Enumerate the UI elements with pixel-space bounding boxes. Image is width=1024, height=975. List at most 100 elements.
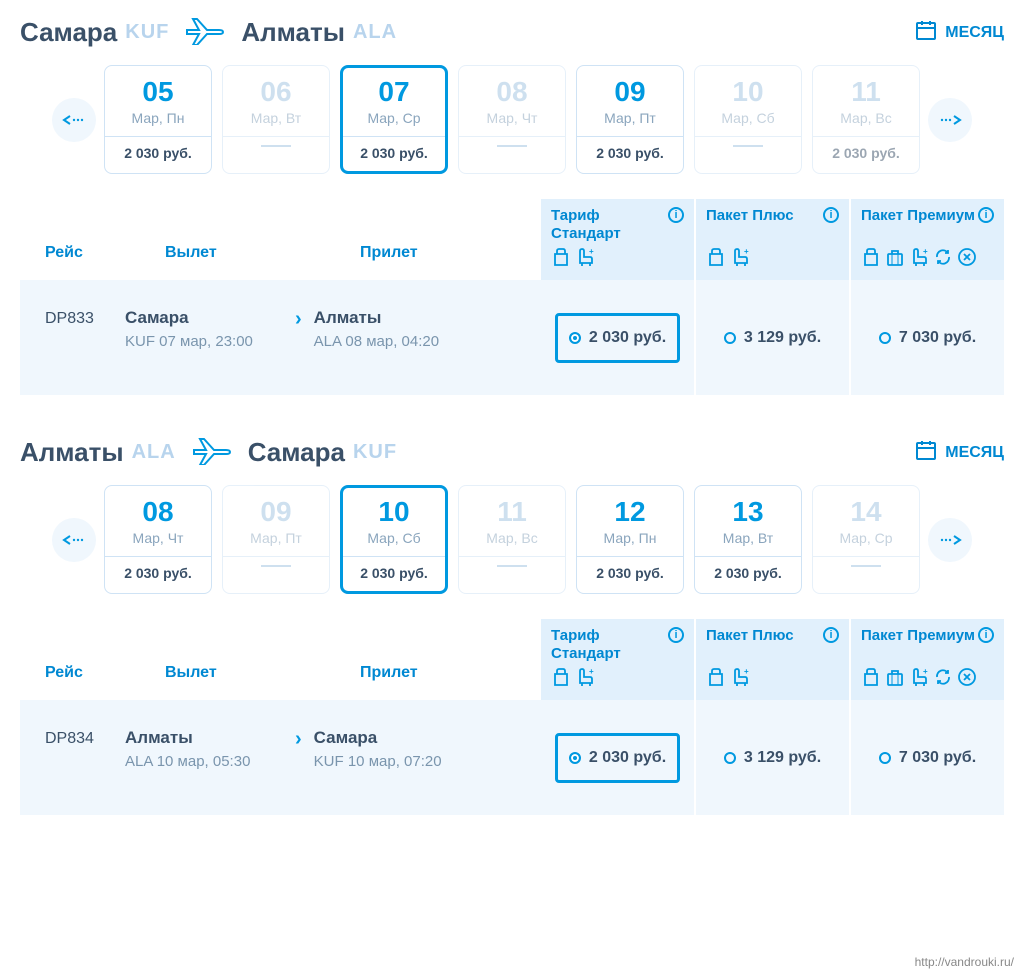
radio-icon [879, 752, 891, 764]
date-price: 2 030 руб. [821, 145, 911, 161]
tariff-title: Пакет Премиум [861, 207, 975, 225]
price-option[interactable]: 7 030 руб. [865, 733, 990, 783]
tariff-title: Пакет Плюс [706, 627, 794, 645]
radio-icon [724, 332, 736, 344]
to-code: ALA [353, 21, 397, 44]
date-card[interactable]: 13 Мар, Вт 2 030 руб. [694, 485, 802, 594]
date-sub: Мар, Пн [585, 530, 675, 546]
bag-icon [551, 667, 571, 692]
route-header: АлматыALAСамараKUFМЕСЯЦ [20, 435, 1004, 470]
results-header: РейсВылетПрилетТариф Стандартi+Пакет Плю… [20, 199, 1004, 280]
info-icon[interactable]: i [668, 207, 684, 223]
tariff-header: Тариф Стандартi+ [541, 199, 696, 280]
tariff-header: Тариф Стандартi + [541, 619, 696, 700]
flight-code: DP833 [45, 308, 125, 367]
seat-icon: + [575, 667, 595, 692]
price-value: 7 030 руб. [899, 329, 976, 347]
price-option[interactable]: 2 030 руб. [555, 313, 680, 363]
flight-segment: АлматыALAСамараKUFМЕСЯЦ 08Мар, Чт2 030 ру… [0, 420, 1024, 840]
dep-city: Алматы [125, 728, 295, 748]
date-card[interactable]: 09Мар, Пт [222, 485, 330, 594]
seat-icon: + [909, 667, 929, 692]
month-button[interactable]: МЕСЯЦ [915, 439, 1004, 466]
col-arrival-label: Прилет [360, 244, 418, 262]
date-card[interactable]: 07 Мар, Ср 2 030 руб. [340, 65, 448, 174]
info-icon[interactable]: i [823, 627, 839, 643]
case-icon [885, 667, 905, 692]
from-city: Самара [20, 17, 117, 48]
col-arrival-label: Прилет [360, 664, 418, 682]
refresh-icon [933, 667, 953, 692]
flight-row: DP834АлматыALA 10 мар, 05:30›СамараKUF 1… [20, 700, 1004, 815]
next-dates-button[interactable] [928, 518, 972, 562]
price-option[interactable]: 3 129 руб. [710, 733, 835, 783]
info-icon[interactable]: i [823, 207, 839, 223]
prev-dates-button[interactable] [52, 98, 96, 142]
prev-dates-button[interactable] [52, 518, 96, 562]
info-icon[interactable]: i [668, 627, 684, 643]
date-sub: Мар, Сб [349, 530, 439, 546]
from-city: Алматы [20, 437, 124, 468]
svg-text:+: + [923, 247, 928, 256]
date-card[interactable]: 06Мар, Вт [222, 65, 330, 174]
date-day: 10 [349, 496, 439, 528]
date-sub: Мар, Вс [467, 530, 557, 546]
date-no-price [851, 565, 881, 567]
date-no-price [261, 565, 291, 567]
route-arrow-icon: › [295, 728, 314, 787]
month-button[interactable]: МЕСЯЦ [915, 19, 1004, 46]
info-icon[interactable]: i [978, 207, 994, 223]
svg-text:+: + [589, 247, 594, 256]
radio-icon [569, 332, 581, 344]
flight-segment: СамараKUFАлматыALAМЕСЯЦ05Мар, Пн2 030 ру… [0, 0, 1024, 420]
date-day: 11 [821, 76, 911, 108]
date-card[interactable]: 09Мар, Пт2 030 руб. [576, 65, 684, 174]
date-card[interactable]: 11Мар, Вс2 030 руб. [812, 65, 920, 174]
date-card[interactable]: 11 Мар, Вс [458, 485, 566, 594]
date-no-price [497, 145, 527, 147]
price-option[interactable]: 7 030 руб. [865, 313, 990, 363]
price-option[interactable]: 2 030 руб. [555, 733, 680, 783]
date-day: 13 [703, 496, 793, 528]
date-card[interactable]: 14 Мар, Ср [812, 485, 920, 594]
date-sub: Мар, Ср [821, 530, 911, 546]
month-label: МЕСЯЦ [945, 24, 1004, 42]
from-code: KUF [125, 21, 169, 44]
date-price: 2 030 руб. [349, 145, 439, 161]
date-price: 2 030 руб. [585, 145, 675, 161]
date-card[interactable]: 05Мар, Пн2 030 руб. [104, 65, 212, 174]
dep-detail: KUF 07 мар, 23:00 [125, 332, 295, 352]
tariff-header: Пакет Премиумi+ [851, 619, 1004, 700]
flight-row: DP833СамараKUF 07 мар, 23:00›АлматыALA 0… [20, 280, 1004, 395]
date-card[interactable]: 10Мар, Сб2 030 руб. [340, 485, 448, 594]
info-icon[interactable]: i [978, 627, 994, 643]
tariff-title: Тариф Стандарт [551, 627, 668, 663]
date-day: 07 [349, 76, 439, 108]
arr-city: Самара [314, 728, 484, 748]
dep-city: Самара [125, 308, 295, 328]
date-day: 14 [821, 496, 911, 528]
next-dates-button[interactable] [928, 98, 972, 142]
date-day: 11 [467, 496, 557, 528]
svg-text:+: + [744, 667, 749, 676]
cancel-icon [957, 667, 977, 692]
tariff-title: Пакет Плюс [706, 207, 794, 225]
tariff-header: Пакет Плюс i + [696, 619, 851, 700]
date-day: 06 [231, 76, 321, 108]
watermark: http://vandrouki.ru/ [915, 955, 1014, 969]
date-card[interactable]: 10Мар, Сб [694, 65, 802, 174]
date-price: 2 030 руб. [113, 145, 203, 161]
col-departure-label: Вылет [165, 244, 310, 262]
date-day: 10 [703, 76, 793, 108]
price-option[interactable]: 3 129 руб. [710, 313, 835, 363]
date-price: 2 030 руб. [703, 565, 793, 581]
date-day: 09 [231, 496, 321, 528]
date-card[interactable]: 08Мар, Чт2 030 руб. [104, 485, 212, 594]
price-value: 2 030 руб. [589, 749, 666, 767]
date-sub: Мар, Ср [349, 110, 439, 126]
bag-icon [706, 247, 726, 272]
date-card[interactable]: 08Мар, Чт [458, 65, 566, 174]
cancel-icon [957, 247, 977, 272]
date-card[interactable]: 12Мар, Пн2 030 руб. [576, 485, 684, 594]
date-sub: Мар, Вт [703, 530, 793, 546]
